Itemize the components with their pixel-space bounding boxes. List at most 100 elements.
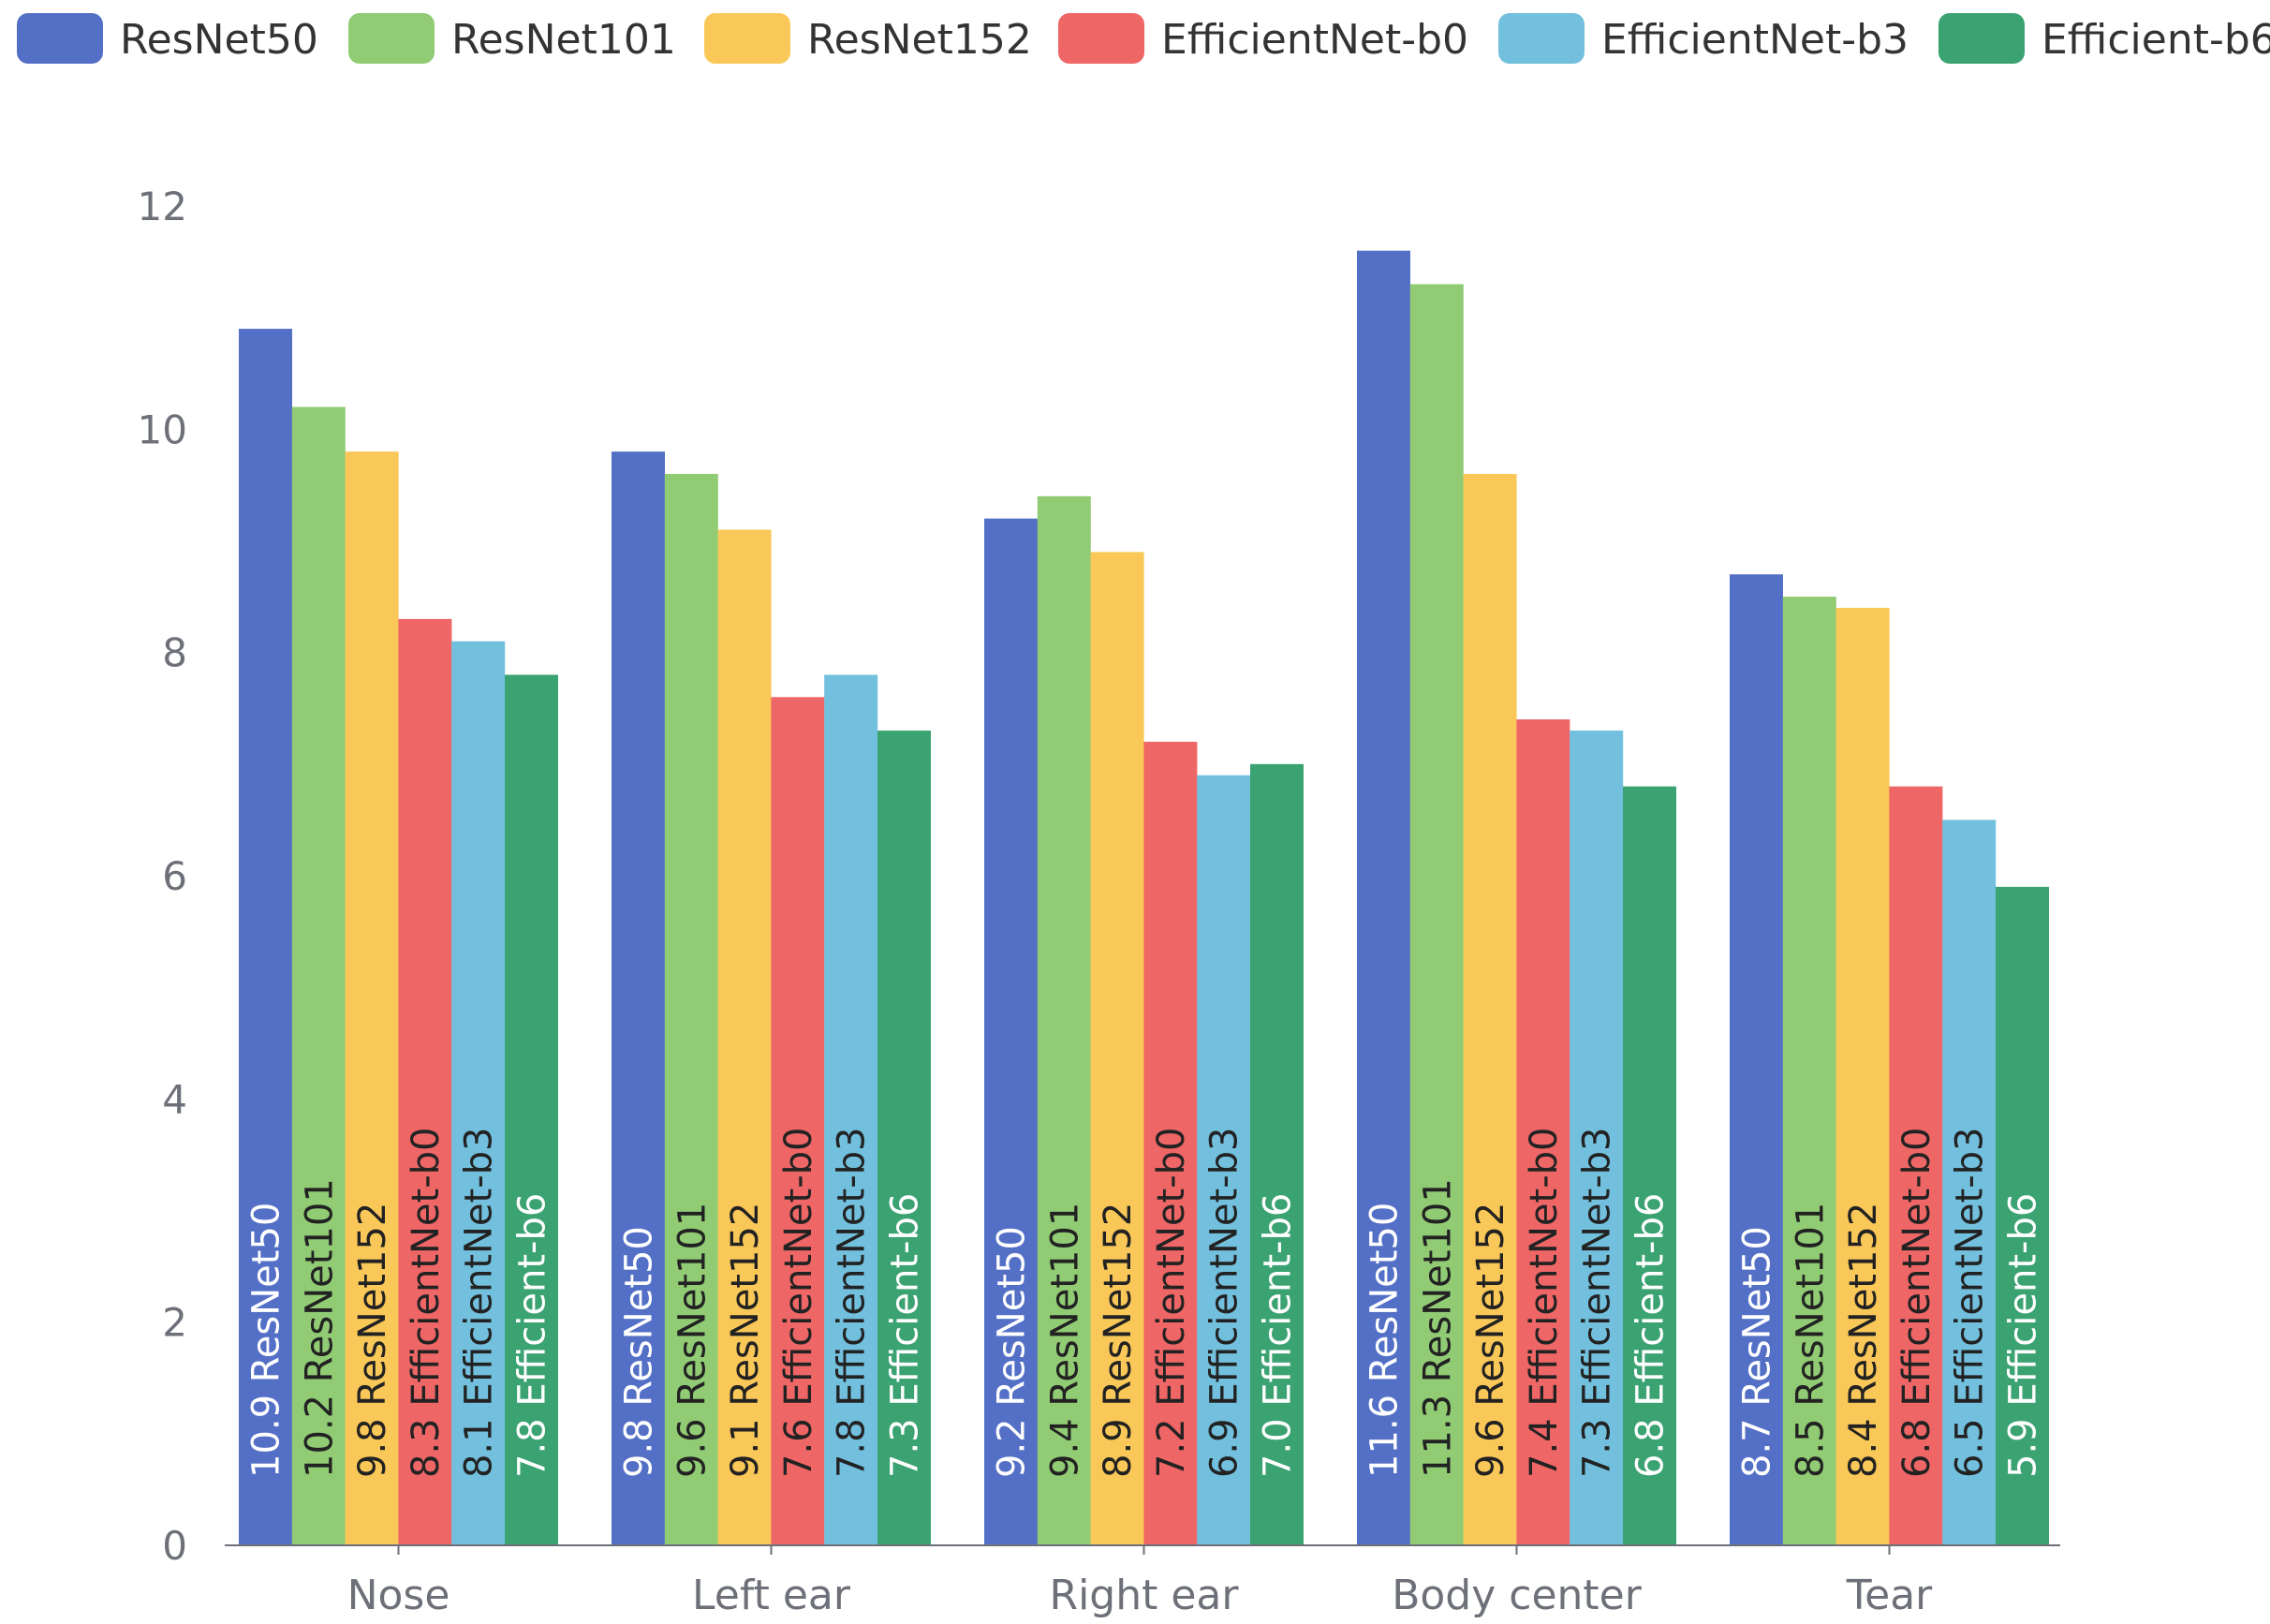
bar-label-efficientnet-b0-tear: 6.8 EfficientNet-b0 [1895, 1127, 1938, 1478]
bar-label-efficientnet-b3-right-ear: 6.9 EfficientNet-b3 [1203, 1127, 1246, 1478]
bar-resnet50-nose[interactable] [239, 329, 292, 1545]
bar-resnet152-body-center[interactable] [1463, 474, 1517, 1545]
bar-label-resnet50-body-center: 11.6 ResNet50 [1363, 1203, 1407, 1478]
bar-efficientnet-b0-tear[interactable] [1889, 786, 1943, 1545]
x-category-label: Nose [347, 1572, 450, 1619]
bar-resnet152-left-ear[interactable] [717, 529, 772, 1546]
bar-resnet101-nose[interactable] [291, 406, 346, 1546]
bar-resnet50-body-center[interactable] [1357, 250, 1410, 1546]
legend-label: ResNet50 [120, 16, 318, 64]
bar-label-resnet50-right-ear: 9.2 ResNet50 [991, 1226, 1034, 1478]
bar-label-efficient-b6-body-center: 6.8 Efficient-b6 [1629, 1193, 1673, 1478]
bar-group-body-center: 11.6 ResNet50 11.3 ResNet101 9.6 ResNet152… [1357, 250, 1676, 1546]
legend-item-efficientnet-b0[interactable]: EfficientNet-b0 [1058, 13, 1468, 64]
bar-efficientnet-b0-body-center[interactable] [1516, 719, 1570, 1545]
y-tick-label: 8 [162, 630, 187, 676]
bar-label-resnet50-tear: 8.7 ResNet50 [1736, 1226, 1779, 1478]
bar-resnet50-left-ear[interactable] [612, 451, 665, 1546]
bar-efficientnet-b0-nose[interactable] [398, 618, 452, 1545]
bar-resnet152-nose[interactable] [345, 451, 399, 1546]
legend-swatch [1498, 13, 1585, 64]
x-category-label: Right ear [1050, 1572, 1240, 1619]
bar-label-efficient-b6-right-ear: 7.0 Efficient-b6 [1257, 1193, 1300, 1478]
legend-label: ResNet152 [807, 16, 1032, 64]
bar-label-resnet152-body-center: 9.6 ResNet152 [1469, 1203, 1512, 1478]
bar-label-efficientnet-b0-body-center: 7.4 EfficientNet-b0 [1523, 1127, 1566, 1478]
bar-resnet152-tear[interactable] [1835, 608, 1890, 1545]
legend-swatch [1058, 13, 1144, 64]
legend-item-resnet50[interactable]: ResNet50 [17, 13, 318, 64]
bar-label-efficientnet-b0-left-ear: 7.6 EfficientNet-b0 [777, 1127, 820, 1478]
legend-item-efficient-b6[interactable]: Efficient-b6 [1938, 13, 2270, 64]
bar-group-nose: 10.9 ResNet50 10.2 ResNet101 9.8 ResNet152… [239, 329, 558, 1546]
bar-efficient-b6-left-ear[interactable] [877, 731, 931, 1545]
legend-item-resnet152[interactable]: ResNet152 [704, 13, 1032, 64]
bar-efficientnet-b3-right-ear[interactable] [1197, 775, 1251, 1545]
bar-resnet101-left-ear[interactable] [664, 474, 718, 1545]
bar-label-resnet50-nose: 10.9 ResNet50 [245, 1203, 288, 1478]
bar-label-resnet101-left-ear: 9.6 ResNet101 [671, 1203, 714, 1478]
bar-label-resnet152-right-ear: 8.9 ResNet152 [1097, 1203, 1140, 1478]
bar-resnet50-right-ear[interactable] [984, 518, 1038, 1545]
y-tick-label: 4 [162, 1076, 187, 1122]
bar-label-efficientnet-b3-body-center: 7.3 EfficientNet-b3 [1576, 1127, 1619, 1478]
bar-label-resnet152-tear: 8.4 ResNet152 [1842, 1203, 1885, 1478]
y-tick-label: 12 [138, 184, 187, 229]
bar-label-efficientnet-b3-left-ear: 7.8 EfficientNet-b3 [831, 1127, 874, 1478]
bar-group-tear: 8.7 ResNet50 8.5 ResNet101 8.4 ResNet152 6.… [1730, 574, 2049, 1545]
bar-efficient-b6-body-center[interactable] [1623, 786, 1676, 1545]
legend-swatch [348, 13, 435, 64]
bar-efficient-b6-tear[interactable] [1996, 886, 2049, 1545]
bar-efficientnet-b3-tear[interactable] [1942, 819, 1997, 1545]
bar-group-left-ear: 9.8 ResNet50 9.6 ResNet101 9.1 ResNet152 7.… [612, 451, 931, 1546]
bar-efficient-b6-right-ear[interactable] [1250, 763, 1304, 1545]
bar-resnet101-body-center[interactable] [1409, 284, 1464, 1546]
bar-label-resnet50-left-ear: 9.8 ResNet50 [618, 1226, 661, 1478]
bar-label-resnet152-left-ear: 9.1 ResNet152 [724, 1203, 767, 1478]
x-category-label: Body center [1392, 1572, 1643, 1619]
bar-resnet152-right-ear[interactable] [1090, 552, 1144, 1545]
bar-label-efficient-b6-tear: 5.9 Efficient-b6 [2002, 1193, 2045, 1478]
bar-efficientnet-b0-left-ear[interactable] [771, 697, 825, 1545]
y-tick-label: 2 [162, 1300, 187, 1346]
bar-label-efficient-b6-left-ear: 7.3 Efficient-b6 [884, 1193, 927, 1478]
x-category-label: Tear [1846, 1572, 1933, 1619]
bar-resnet101-right-ear[interactable] [1037, 495, 1091, 1546]
legend-swatch [704, 13, 790, 64]
bar-efficientnet-b3-nose[interactable] [451, 641, 506, 1545]
bar-label-resnet152-nose: 9.8 ResNet152 [351, 1203, 394, 1478]
bar-resnet101-tear[interactable] [1782, 597, 1836, 1545]
bar-group-right-ear: 9.2 ResNet50 9.4 ResNet101 8.9 ResNet152 7.… [984, 495, 1304, 1546]
x-axis: Nose Left ear Right ear Body center Tear [225, 1544, 2060, 1619]
bar-resnet50-tear[interactable] [1730, 574, 1783, 1545]
bar-label-efficientnet-b3-tear: 6.5 EfficientNet-b3 [1949, 1127, 1992, 1478]
bar-label-efficientnet-b0-right-ear: 7.2 EfficientNet-b0 [1150, 1127, 1193, 1478]
bar-efficientnet-b0-right-ear[interactable] [1143, 742, 1198, 1545]
bar-label-efficientnet-b3-nose: 8.1 EfficientNet-b3 [458, 1127, 501, 1478]
legend-label: EfficientNet-b0 [1161, 16, 1468, 64]
bar-efficient-b6-nose[interactable] [505, 674, 558, 1546]
bar-label-resnet101-nose: 10.2 ResNet101 [298, 1178, 341, 1478]
y-tick-label: 10 [138, 406, 187, 452]
legend-swatch [1938, 13, 2025, 64]
y-tick-label: 0 [162, 1523, 187, 1569]
bar-efficientnet-b3-body-center[interactable] [1570, 731, 1624, 1545]
legend-item-efficientnet-b3[interactable]: EfficientNet-b3 [1498, 13, 1909, 64]
plot-area: 10.9 ResNet50 10.2 ResNet101 9.8 ResNet152… [239, 250, 2049, 1546]
bar-label-efficient-b6-nose: 7.8 Efficient-b6 [511, 1193, 554, 1478]
legend-swatch [17, 13, 103, 64]
x-category-label: Left ear [692, 1572, 851, 1619]
bar-label-resnet101-body-center: 11.3 ResNet101 [1416, 1178, 1459, 1478]
bar-label-resnet101-right-ear: 9.4 ResNet101 [1043, 1203, 1086, 1478]
legend-label: ResNet101 [451, 16, 676, 64]
legend: ResNet50 ResNet101 ResNet152 EfficientNet-b… [17, 13, 2270, 64]
bar-label-resnet101-tear: 8.5 ResNet101 [1789, 1203, 1832, 1478]
y-axis: 0 2 4 6 8 10 12 [138, 184, 187, 1569]
legend-item-resnet101[interactable]: ResNet101 [348, 13, 676, 64]
y-tick-label: 6 [162, 853, 187, 899]
bar-efficientnet-b3-left-ear[interactable] [824, 674, 878, 1546]
legend-label: EfficientNet-b3 [1601, 16, 1909, 64]
bar-label-efficientnet-b0-nose: 8.3 EfficientNet-b0 [405, 1127, 448, 1478]
legend-label: Efficient-b6 [2042, 16, 2270, 64]
